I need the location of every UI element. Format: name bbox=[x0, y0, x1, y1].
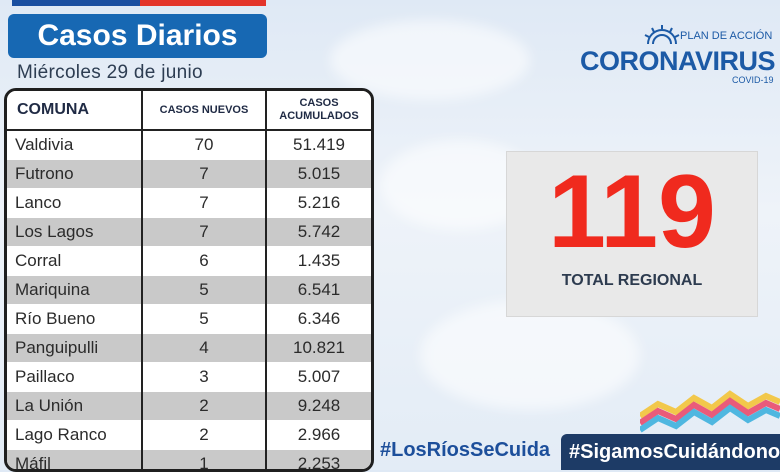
casos-nuevos-cell: 6 bbox=[142, 247, 266, 276]
page-title: Casos Diarios bbox=[8, 14, 267, 58]
casos-nuevos-cell: 7 bbox=[142, 218, 266, 247]
comuna-cell: Valdivia bbox=[7, 130, 142, 160]
flag-stripe bbox=[12, 0, 266, 6]
total-regional-label: TOTAL REGIONAL bbox=[507, 272, 757, 290]
comuna-cell: Corral bbox=[7, 247, 142, 276]
hashtag-sigamos-cuidandonos: #SigamosCuidándonos bbox=[561, 434, 780, 470]
logo-plan-text: PLAN DE ACCIÓN bbox=[680, 30, 772, 42]
wave-decoration-icon bbox=[640, 386, 780, 436]
column-header-casos-acumulados: CASOS ACUMULADOS bbox=[266, 91, 371, 130]
comuna-cell: Paillaco bbox=[7, 363, 142, 392]
casos-nuevos-cell: 5 bbox=[142, 276, 266, 305]
casos-acumulados-cell: 2.966 bbox=[266, 421, 371, 450]
casos-nuevos-cell: 3 bbox=[142, 363, 266, 392]
casos-acumulados-cell: 2.253 bbox=[266, 450, 371, 472]
comuna-cell: Máfil bbox=[7, 450, 142, 472]
casos-nuevos-cell: 70 bbox=[142, 130, 266, 160]
comuna-cell: Futrono bbox=[7, 160, 142, 189]
casos-nuevos-cell: 2 bbox=[142, 421, 266, 450]
casos-acumulados-cell: 5.742 bbox=[266, 218, 371, 247]
casos-acumulados-cell: 5.007 bbox=[266, 363, 371, 392]
column-header-casos-nuevos: CASOS NUEVOS bbox=[142, 91, 266, 130]
casos-acumulados-cell: 6.346 bbox=[266, 305, 371, 334]
comuna-cell: Lago Ranco bbox=[7, 421, 142, 450]
total-regional-box: 119 TOTAL REGIONAL bbox=[507, 152, 757, 316]
casos-acumulados-cell: 51.419 bbox=[266, 130, 371, 160]
casos-acumulados-cell: 10.821 bbox=[266, 334, 371, 363]
casos-nuevos-cell: 7 bbox=[142, 160, 266, 189]
comuna-cell: Río Bueno bbox=[7, 305, 142, 334]
casos-acumulados-cell: 5.015 bbox=[266, 160, 371, 189]
comuna-cell: La Unión bbox=[7, 392, 142, 421]
plan-coronavirus-logo: PLAN DE ACCIÓN CORONAVIRUS COVID-19 bbox=[580, 24, 780, 86]
cases-table: COMUNA CASOS NUEVOS CASOS ACUMULADOS Val… bbox=[4, 88, 374, 472]
comuna-cell: Lanco bbox=[7, 189, 142, 218]
casos-acumulados-cell: 6.541 bbox=[266, 276, 371, 305]
comuna-cell: Mariquina bbox=[7, 276, 142, 305]
table-header-row: COMUNA CASOS NUEVOS CASOS ACUMULADOS bbox=[7, 91, 371, 130]
cloud-decoration bbox=[420, 300, 640, 410]
logo-covid-text: COVID-19 bbox=[732, 75, 774, 85]
total-regional-value: 119 bbox=[507, 156, 757, 268]
casos-nuevos-cell: 7 bbox=[142, 189, 266, 218]
sun-icon bbox=[642, 24, 682, 46]
casos-acumulados-cell: 9.248 bbox=[266, 392, 371, 421]
casos-nuevos-cell: 1 bbox=[142, 450, 266, 472]
comuna-cell: Los Lagos bbox=[7, 218, 142, 247]
hashtag-los-rios-se-cuida: #LosRíosSeCuida bbox=[380, 439, 550, 462]
column-header-comuna: COMUNA bbox=[7, 91, 142, 130]
comuna-cell: Panguipulli bbox=[7, 334, 142, 363]
casos-acumulados-cell: 1.435 bbox=[266, 247, 371, 276]
casos-acumulados-cell: 5.216 bbox=[266, 189, 371, 218]
column-header-casos-acumulados-text: CASOS ACUMULADOS bbox=[279, 97, 359, 123]
casos-nuevos-cell: 5 bbox=[142, 305, 266, 334]
date-label: Miércoles 29 de junio bbox=[17, 62, 203, 84]
logo-coronavirus-text: CORONAVIRUS bbox=[580, 46, 775, 77]
casos-nuevos-cell: 4 bbox=[142, 334, 266, 363]
casos-nuevos-cell: 2 bbox=[142, 392, 266, 421]
